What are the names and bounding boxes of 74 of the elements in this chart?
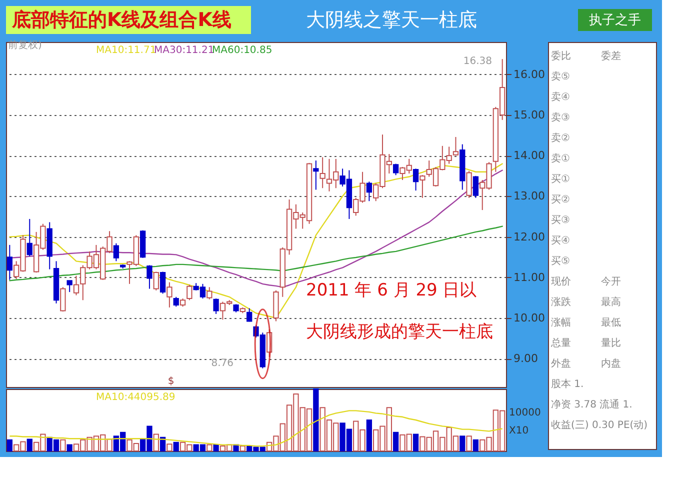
candlestick <box>26 218 32 257</box>
candlestick <box>60 286 66 312</box>
text: 卖② <box>551 132 570 144</box>
bar <box>233 444 239 452</box>
annotation: 8.76 <box>211 358 234 369</box>
text: 执子之手 <box>589 13 641 28</box>
y-tick-label: 15.00 <box>514 108 545 122</box>
y-tick-label: 13.00 <box>514 190 545 203</box>
text: 卖③ <box>551 112 570 124</box>
text: 委比 委差 <box>551 50 621 62</box>
text: MA10:11.71 <box>96 45 156 56</box>
text: 涨跌 最高 <box>551 296 621 308</box>
candlestick <box>466 170 472 198</box>
text: 买④ <box>551 236 570 246</box>
y-tick-label: 16.00 <box>514 68 545 81</box>
bar <box>392 432 399 452</box>
candlestick <box>173 296 179 308</box>
candlestick <box>246 308 252 322</box>
text: 买⑤ <box>551 256 570 267</box>
bar <box>472 439 479 452</box>
text: 股本 1. <box>551 378 584 390</box>
text: 净资 3.78 流通 1. <box>551 398 632 410</box>
bar <box>366 420 372 452</box>
candlestick <box>213 298 219 314</box>
chart-subtitle: 大阴线之擎天一柱底 <box>306 9 477 31</box>
annotation: 前复权) <box>8 39 42 51</box>
annotation: 2011 年 6 月 29 日以 <box>306 280 477 300</box>
y-tick-label: 11.00 <box>514 270 545 284</box>
y-tick-label: 9.00 <box>514 352 538 366</box>
candlestick <box>472 175 479 198</box>
candlestick <box>186 284 192 301</box>
candlestick <box>153 271 159 291</box>
y-tick-label: 14.00 <box>514 149 545 162</box>
annotation: $ <box>168 376 174 387</box>
bar <box>173 442 179 452</box>
bar <box>26 438 32 452</box>
text: 收益(三) 0.30 PE(动) <box>551 419 648 431</box>
candlestick <box>366 181 372 202</box>
text: MA10:44095.89 <box>96 392 176 403</box>
text: 买② <box>551 194 570 206</box>
bar <box>313 388 319 452</box>
text: 现价 今开 <box>551 276 621 288</box>
candlestick <box>6 244 12 280</box>
text: MA60:10.85 <box>212 45 272 56</box>
text: 涨幅 最低 <box>551 316 621 328</box>
text: 卖① <box>551 152 570 164</box>
chart-title: 底部特征的K线及组合K线 <box>11 9 232 31</box>
text: 总量 量比 <box>550 337 621 349</box>
candlestick <box>113 242 120 262</box>
text: X10 <box>509 426 529 437</box>
text: MA30:11.21 <box>154 45 214 56</box>
annotation: 大阴线形成的擎天一柱底 <box>306 322 493 342</box>
text: 外盘 内盘 <box>551 358 621 370</box>
bar <box>66 444 72 452</box>
candlestick <box>66 280 72 293</box>
bar <box>460 436 466 452</box>
annotation: 16.38 <box>463 56 492 67</box>
candlestick <box>146 264 152 290</box>
candlestick <box>420 174 426 198</box>
candlestick <box>160 271 166 294</box>
text: 10000 <box>509 408 541 419</box>
text: 买③ <box>551 215 570 226</box>
y-tick-label: 10.00 <box>514 312 545 324</box>
bar <box>412 434 419 452</box>
bar <box>213 444 219 452</box>
candlestick <box>313 160 319 190</box>
text: 买① <box>551 174 570 185</box>
text: 卖④ <box>551 91 570 103</box>
candlestick <box>166 282 172 308</box>
bar <box>6 439 12 452</box>
candlestick <box>412 168 419 192</box>
y-tick-label: 12.00 <box>514 230 545 244</box>
text: 卖⑤ <box>551 70 570 82</box>
candlestick <box>206 286 212 300</box>
